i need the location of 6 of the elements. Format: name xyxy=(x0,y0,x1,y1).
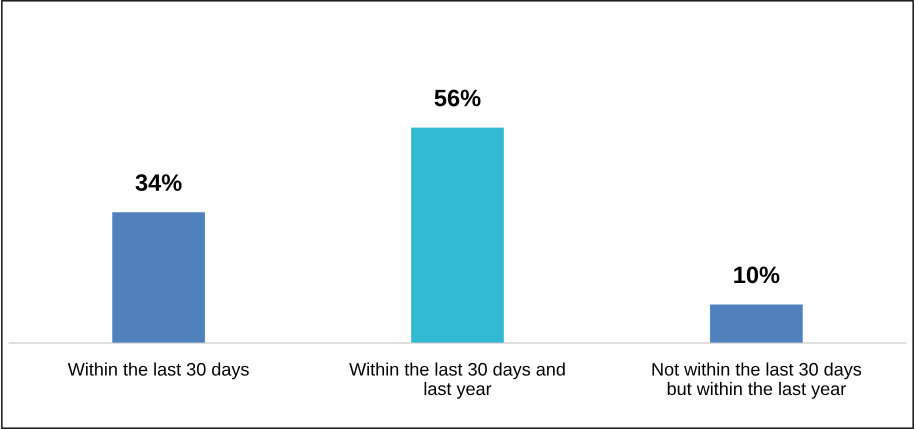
x-tick-label: Within the last 30 days and last year xyxy=(349,362,565,399)
x-tick-label: Within the last 30 days xyxy=(68,362,249,380)
data-label: 10% xyxy=(734,266,780,284)
data-label: 34% xyxy=(136,174,182,191)
data-label: 56% xyxy=(434,90,481,106)
x-tick-label: Not within the last 30 days but within the last year xyxy=(652,362,862,399)
